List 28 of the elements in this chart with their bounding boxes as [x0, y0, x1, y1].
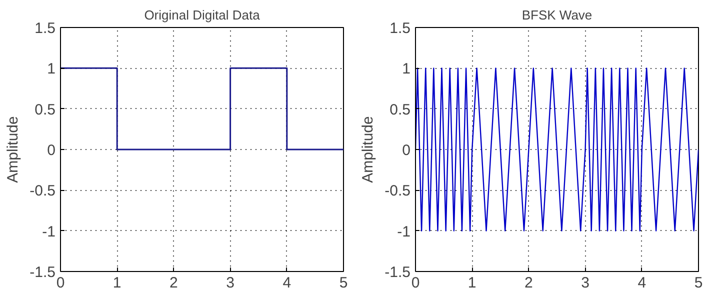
chart-title: BFSK Wave — [522, 8, 592, 22]
y-tick-label: -0.5 — [384, 182, 411, 200]
y-tick-label: 0.5 — [390, 101, 411, 118]
y-tick-label: 1 — [47, 60, 56, 78]
x-tick-label: 4 — [638, 274, 646, 292]
x-tick-label: 2 — [524, 274, 533, 292]
x-tick-label: 5 — [339, 274, 348, 292]
y-tick-label: 1.5 — [34, 20, 56, 37]
x-tick-label: 3 — [226, 274, 234, 292]
y-tick-label: 0.5 — [34, 101, 56, 118]
y-tick-label: 1 — [402, 60, 410, 78]
x-tick-label: 4 — [282, 274, 292, 292]
y-tick-label: 0 — [402, 142, 410, 159]
x-tick-label: 5 — [694, 274, 703, 292]
y-axis-title: Amplitude — [360, 116, 377, 183]
x-tick-label: 3 — [581, 274, 590, 292]
y-tick-label: 1.5 — [390, 20, 411, 37]
y-tick-label: -0.5 — [30, 182, 56, 200]
y-tick-label: 0 — [47, 142, 56, 159]
y-tick-label: -1 — [397, 223, 411, 240]
y-tick-label: -1.5 — [30, 264, 56, 281]
x-tick-label: 2 — [170, 274, 178, 292]
y-axis-title: Amplitude — [4, 116, 22, 183]
chart-title: Original Digital Data — [144, 8, 261, 22]
x-tick-label: 1 — [112, 274, 122, 292]
x-tick-label: 1 — [468, 274, 476, 292]
y-tick-label: -1.5 — [384, 264, 411, 281]
y-tick-label: -1 — [42, 223, 56, 240]
